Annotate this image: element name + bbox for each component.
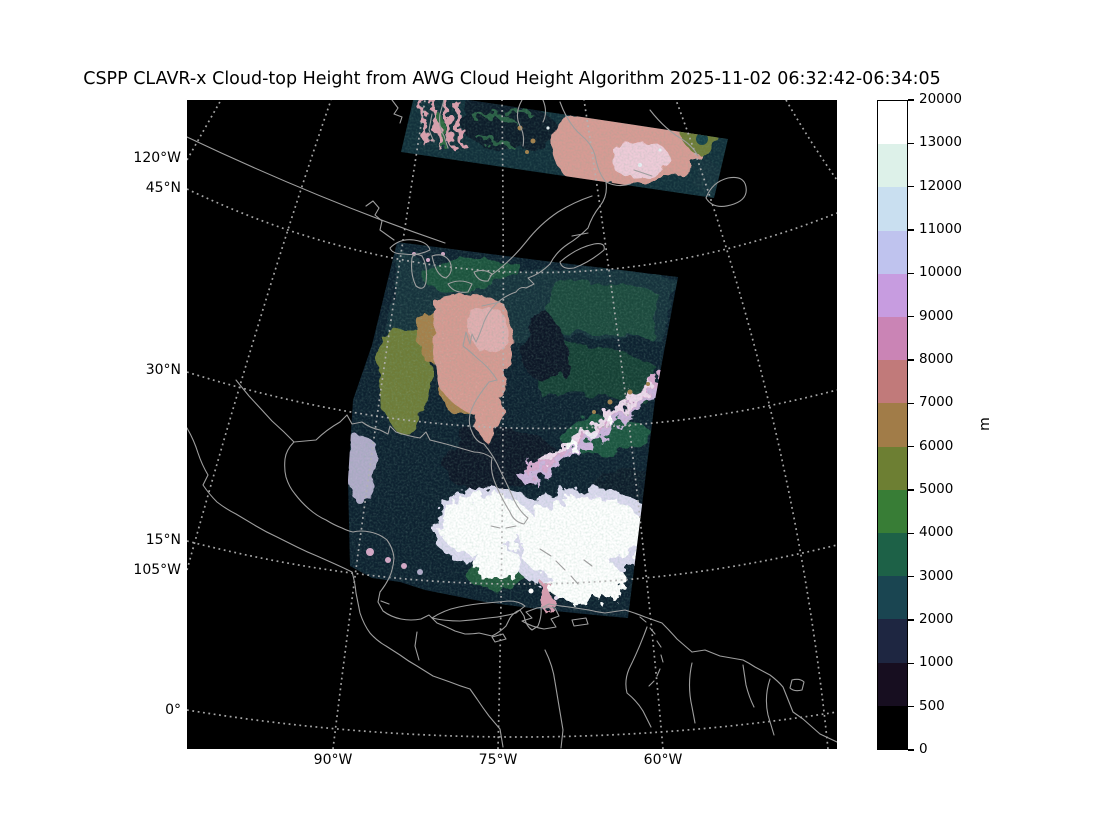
colorbar-tick-mark bbox=[908, 229, 914, 231]
colorbar-tick-mark bbox=[908, 619, 914, 621]
colorbar-segment bbox=[878, 230, 907, 274]
map-svg bbox=[187, 100, 837, 749]
colorbar-unit-label: m bbox=[977, 417, 993, 431]
colorbar-tick-label: 4000 bbox=[919, 524, 954, 541]
colorbar-tick-label: 2000 bbox=[919, 611, 954, 627]
colorbar-segment bbox=[878, 446, 907, 490]
colorbar-tick-label: 500 bbox=[919, 697, 945, 714]
y-axis-label: 0° bbox=[165, 702, 181, 718]
colorbar-segment bbox=[878, 403, 907, 447]
colorbar bbox=[877, 100, 908, 750]
colorbar-segment bbox=[878, 705, 907, 750]
colorbar-tick-mark bbox=[908, 445, 914, 448]
colorbar-tick-label: 5000 bbox=[919, 481, 954, 497]
colorbar-tick-label: 20000 bbox=[919, 91, 962, 107]
colorbar-tick-label: 11000 bbox=[919, 221, 962, 237]
colorbar-tick-mark bbox=[908, 142, 914, 145]
colorbar-tick-label: 0 bbox=[919, 741, 928, 757]
satellite-swath-main bbox=[348, 242, 678, 618]
colorbar-segment bbox=[878, 533, 907, 577]
colorbar-segment bbox=[878, 576, 907, 620]
colorbar-tick-label: 9000 bbox=[919, 307, 954, 324]
y-axis-label: 45°N bbox=[145, 180, 181, 196]
colorbar-segment bbox=[878, 144, 907, 188]
colorbar-tick-mark bbox=[908, 359, 914, 361]
colorbar-segment bbox=[878, 317, 907, 361]
colorbar-segment bbox=[878, 662, 907, 706]
colorbar-tick-mark bbox=[908, 272, 914, 275]
y-axis-label: 30°N bbox=[145, 362, 181, 378]
colorbar-segment bbox=[878, 101, 907, 145]
colorbar-tick-mark bbox=[908, 662, 914, 665]
colorbar-tick-label: 10000 bbox=[919, 264, 962, 281]
colorbar-segment bbox=[878, 360, 907, 404]
colorbar-tick-mark bbox=[908, 532, 914, 535]
x-axis-label: 75°W bbox=[478, 752, 518, 768]
coastlines bbox=[187, 100, 837, 749]
colorbar-tick-label: 6000 bbox=[919, 437, 954, 454]
colorbar-tick-mark bbox=[908, 315, 914, 318]
colorbar-tick-mark bbox=[908, 185, 914, 188]
colorbar-tick-mark bbox=[908, 749, 914, 751]
colorbar-tick-mark bbox=[908, 575, 914, 578]
plot-title: CSPP CLAVR-x Cloud-top Height from AWG C… bbox=[83, 69, 941, 89]
colorbar-segment bbox=[878, 489, 907, 534]
colorbar-tick-label: 8000 bbox=[919, 351, 954, 367]
colorbar-segment bbox=[878, 187, 907, 231]
y-axis-label: 105°W bbox=[133, 562, 181, 578]
colorbar-tick-label: 7000 bbox=[919, 394, 954, 411]
graticule-parallels bbox=[187, 188, 837, 738]
y-axis-label: 15°N bbox=[145, 532, 181, 548]
colorbar-tick-label: 13000 bbox=[919, 134, 962, 151]
colorbar-tick-mark bbox=[908, 99, 914, 101]
colorbar-tick-mark bbox=[908, 402, 914, 405]
colorbar-tick-mark bbox=[908, 705, 914, 708]
colorbar-segment bbox=[878, 273, 907, 318]
colorbar-tick-label: 1000 bbox=[919, 654, 954, 671]
colorbar-tick-label: 3000 bbox=[919, 567, 954, 584]
map-plot bbox=[187, 100, 837, 749]
colorbar-segment bbox=[878, 619, 907, 663]
x-axis-label: 60°W bbox=[643, 752, 683, 768]
x-axis-label: 90°W bbox=[313, 752, 353, 768]
y-axis-label: 120°W bbox=[133, 150, 181, 166]
colorbar-tick-label: 12000 bbox=[919, 177, 962, 194]
graticule bbox=[187, 100, 837, 749]
colorbar-tick-mark bbox=[908, 489, 914, 491]
graticule-meridians bbox=[187, 100, 837, 749]
